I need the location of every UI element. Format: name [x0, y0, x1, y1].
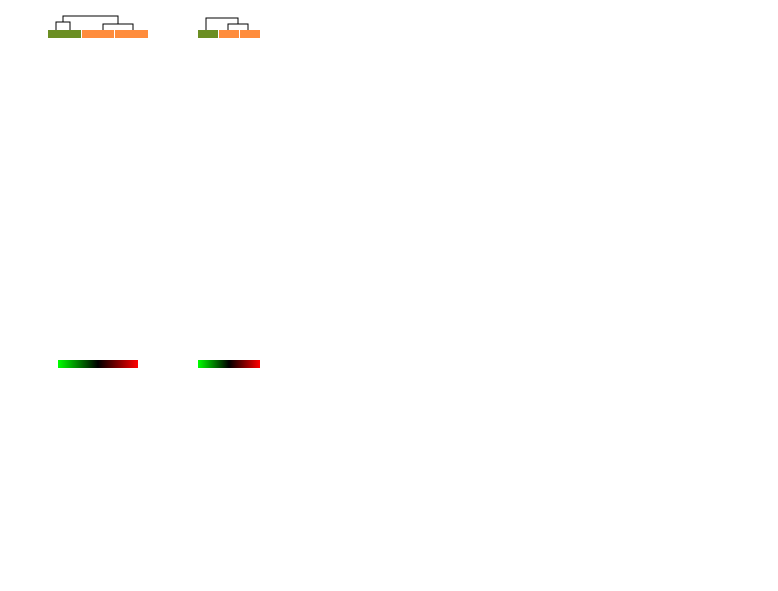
- heatmap-b: [180, 8, 260, 388]
- bar-panel-d: [280, 136, 770, 262]
- heatmap-a: [28, 8, 148, 388]
- dendrogram-b: [198, 8, 260, 30]
- bot-panel-g: [268, 400, 518, 585]
- col-color-bar-b: [198, 30, 260, 38]
- heatmap-body-b: [198, 54, 260, 354]
- bar-panel-c: [280, 6, 770, 132]
- color-scale-a: [58, 360, 138, 368]
- scale-bar: [58, 360, 138, 368]
- heatmap-body-a: [48, 54, 148, 354]
- bot-panel-h: [528, 400, 772, 585]
- bot-panel-f: [8, 400, 258, 585]
- scale-bar: [198, 360, 260, 368]
- color-scale-b: [198, 360, 260, 368]
- bar-panel-e: [280, 266, 770, 392]
- col-color-bar-a: [48, 30, 148, 38]
- dendrogram-a: [48, 8, 148, 30]
